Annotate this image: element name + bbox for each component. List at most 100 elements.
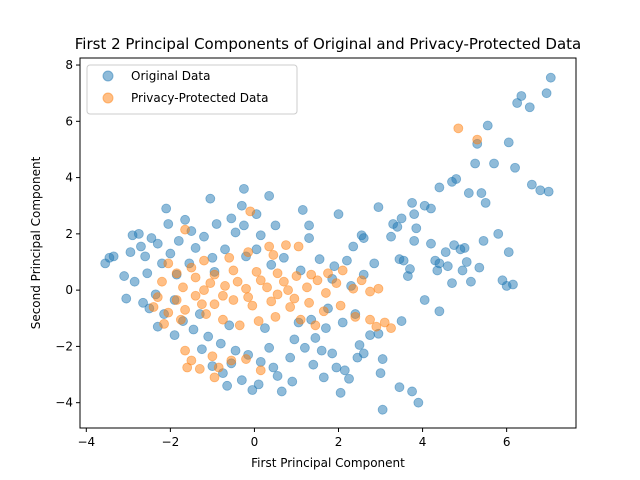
- legend-frame: [86, 64, 298, 115]
- data-point: [224, 320, 235, 331]
- data-point: [304, 220, 314, 231]
- data-point: [287, 376, 298, 387]
- data-point: [272, 289, 283, 300]
- data-point: [180, 345, 190, 356]
- data-point: [270, 311, 281, 322]
- data-point: [262, 282, 272, 293]
- data-point: [232, 276, 243, 287]
- data-point: [474, 262, 485, 273]
- data-point: [243, 247, 254, 258]
- data-point: [199, 255, 209, 266]
- data-point: [440, 247, 451, 258]
- plot-frame: [79, 57, 577, 429]
- data-point: [186, 355, 197, 366]
- data-point: [297, 205, 308, 215]
- data-point: [239, 183, 249, 194]
- data-point: [442, 261, 453, 272]
- data-point: [264, 190, 275, 201]
- x-tick-label: 0: [251, 435, 259, 449]
- data-point: [350, 311, 361, 322]
- data-point: [386, 323, 396, 334]
- data-point: [211, 219, 222, 229]
- data-point: [503, 137, 514, 148]
- data-point: [213, 362, 224, 373]
- data-point: [302, 282, 312, 293]
- data-point: [239, 220, 249, 231]
- data-point: [136, 241, 146, 252]
- y-tick-label: −2: [55, 339, 73, 353]
- y-tick-label: 6: [65, 114, 73, 128]
- data-point: [373, 202, 384, 213]
- data-point: [310, 333, 321, 343]
- data-point: [461, 257, 472, 267]
- data-point: [285, 352, 296, 363]
- data-point: [230, 227, 241, 238]
- x-tick-label: 6: [503, 435, 511, 449]
- data-point: [226, 355, 237, 366]
- data-point: [199, 231, 209, 242]
- data-point: [234, 320, 245, 331]
- data-point: [180, 304, 190, 315]
- series-0: [100, 72, 556, 415]
- x-axis-label: First Principal Component: [251, 456, 405, 470]
- data-point: [207, 252, 218, 263]
- data-point: [289, 293, 300, 304]
- data-point: [293, 241, 304, 252]
- data-point: [426, 238, 436, 249]
- data-point: [224, 252, 235, 263]
- data-point: [375, 368, 386, 379]
- data-point: [314, 254, 325, 265]
- data-point: [344, 373, 354, 384]
- data-point: [396, 316, 407, 326]
- data-point: [228, 295, 239, 305]
- data-point: [163, 258, 174, 269]
- data-point: [285, 302, 296, 312]
- data-point: [304, 233, 314, 243]
- data-point: [365, 314, 375, 325]
- data-point: [409, 209, 420, 220]
- data-point: [402, 271, 413, 281]
- x-tick-label: −4: [77, 435, 95, 449]
- legend-label-original: Original Data: [131, 69, 210, 83]
- data-point: [247, 385, 258, 395]
- data-point: [337, 265, 348, 276]
- data-point: [358, 233, 369, 243]
- data-point: [180, 224, 190, 235]
- y-tick-label: 8: [65, 58, 73, 72]
- y-tick-label: 0: [65, 283, 73, 297]
- data-point: [318, 306, 329, 317]
- data-point: [476, 188, 487, 198]
- data-point: [266, 259, 277, 270]
- data-point: [335, 387, 346, 398]
- data-point: [501, 281, 512, 291]
- data-point: [264, 342, 275, 353]
- data-point: [432, 265, 443, 276]
- data-point: [236, 200, 247, 211]
- y-axis-ticks: −4 −2 0 2 4 6 8: [55, 58, 80, 410]
- data-point: [434, 306, 445, 317]
- legend-label-protected: Privacy-Protected Data: [131, 91, 268, 105]
- data-point: [356, 275, 367, 286]
- data-point: [472, 134, 483, 145]
- data-point: [535, 185, 546, 196]
- data-point: [337, 317, 348, 328]
- data-point: [503, 247, 514, 258]
- data-point: [165, 248, 176, 259]
- data-point: [466, 276, 476, 287]
- data-point: [133, 228, 144, 239]
- data-point: [331, 362, 342, 373]
- y-tick-label: 4: [65, 171, 73, 185]
- data-point: [251, 244, 262, 255]
- data-point: [247, 300, 258, 311]
- data-point: [339, 365, 350, 376]
- data-point: [470, 158, 481, 169]
- x-axis-ticks: −4 −2 0 2 4 6: [77, 428, 510, 449]
- data-point: [434, 182, 445, 193]
- data-point: [541, 88, 552, 99]
- data-point: [171, 295, 182, 305]
- data-point: [493, 228, 504, 239]
- data-point: [348, 283, 359, 294]
- chart-title: First 2 Principal Components of Original…: [75, 35, 582, 53]
- legend-marker-protected: [102, 92, 114, 104]
- data-point: [308, 359, 319, 370]
